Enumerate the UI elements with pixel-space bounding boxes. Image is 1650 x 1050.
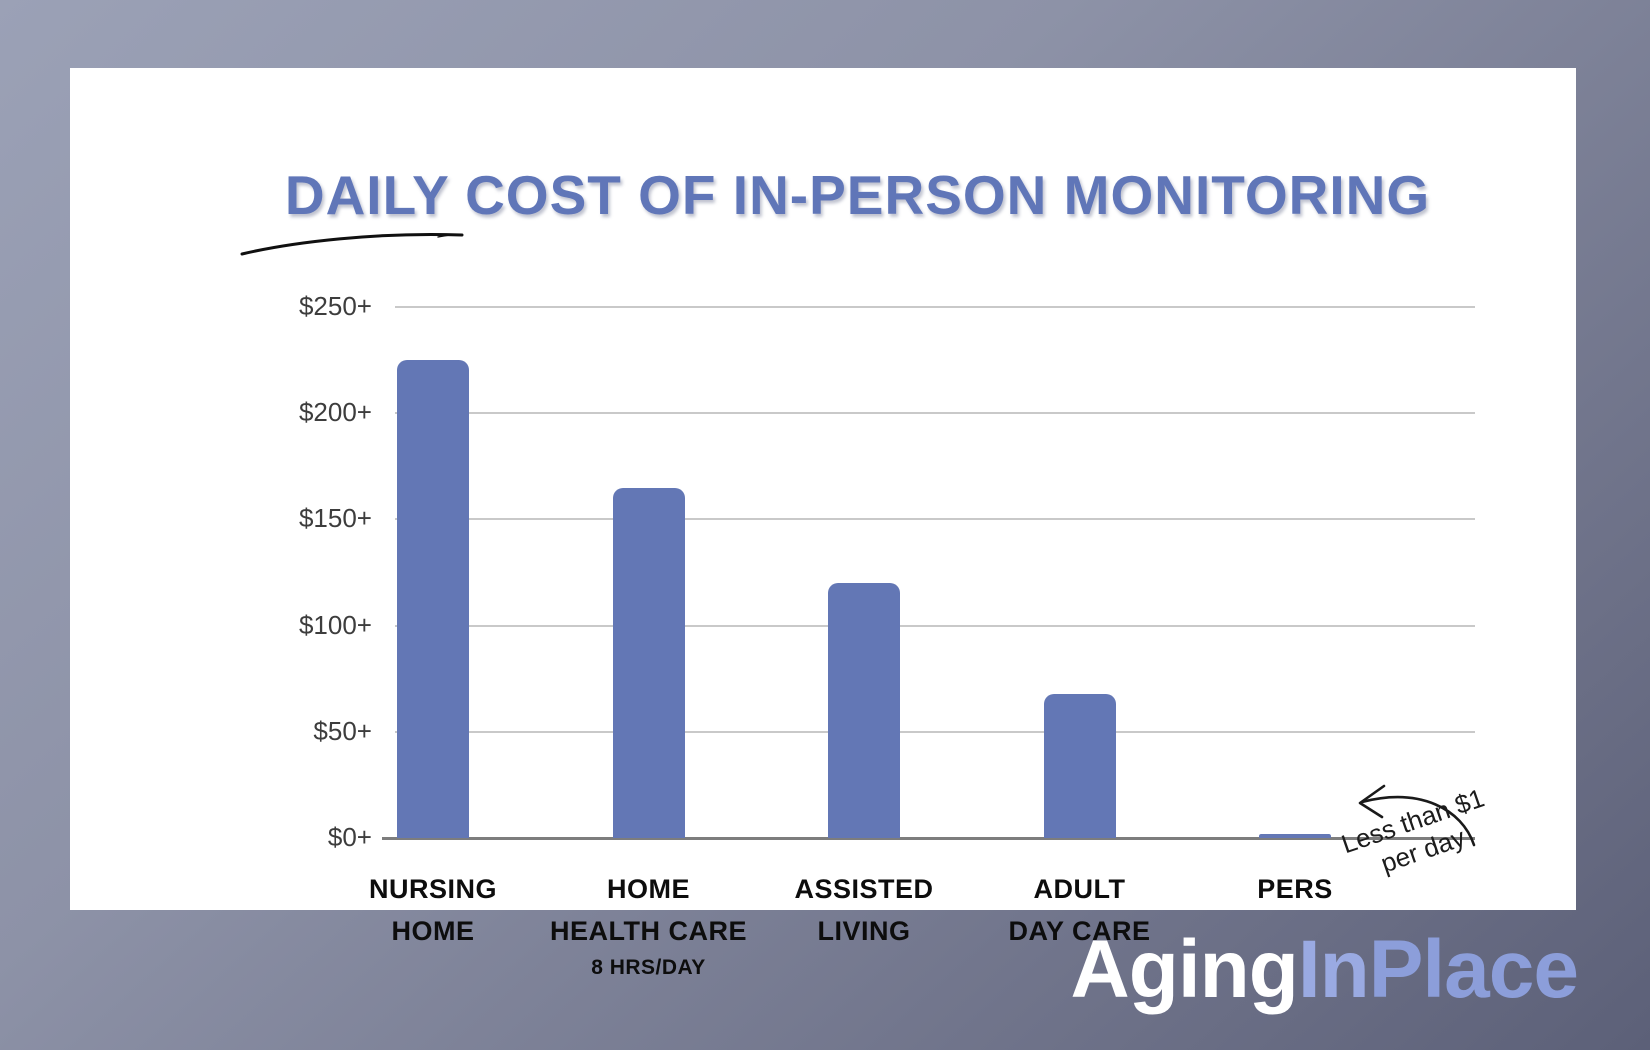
bar-adult-day-care — [1043, 693, 1116, 838]
y-tick-label: $0+ — [327, 822, 372, 852]
category-label-nursing-home: NURSING HOME — [368, 874, 497, 946]
chart-title: DAILY COST OF IN-PERSON MONITORING — [284, 164, 1431, 226]
x-axis-line — [382, 837, 1475, 840]
gridline — [395, 306, 1475, 308]
gridline — [395, 624, 1475, 627]
y-tick-label: $150+ — [298, 503, 372, 534]
category-label-home-health-care: HOME HEALTH CARE 8 HRS/DAY — [550, 874, 747, 979]
logo-part-in: In — [1297, 924, 1370, 1015]
category-label-assisted-living: ASSISTED LIVING — [794, 874, 934, 946]
y-tick-label: $50+ — [313, 715, 372, 746]
category-label-pers: PERS — [1257, 874, 1333, 904]
y-tick-label: $200+ — [298, 397, 372, 428]
chart-card: DAILY COST OF IN-PERSON MONITORING $250+… — [70, 68, 1576, 979]
bar-pers — [1259, 833, 1331, 838]
bar-home-health-care — [612, 487, 685, 838]
gridline — [395, 730, 1475, 733]
annotation-arrow-icon — [1358, 784, 1476, 847]
category-label-adult-day-care: ADULT DAY CARE — [1008, 874, 1151, 946]
logo-part-aging: Aging — [1070, 924, 1299, 1015]
logo-part-place: Place — [1368, 924, 1579, 1015]
bar-assisted-living — [828, 583, 900, 838]
y-tick-label: $250+ — [298, 291, 372, 321]
bar-nursing-home — [397, 360, 469, 838]
y-tick-label: $100+ — [298, 609, 372, 640]
title-underline-swoosh-icon — [240, 232, 464, 256]
gridline — [395, 518, 1475, 521]
aging-in-place-logo: AgingInPlace — [1070, 922, 1579, 1018]
gridline — [395, 412, 1475, 415]
